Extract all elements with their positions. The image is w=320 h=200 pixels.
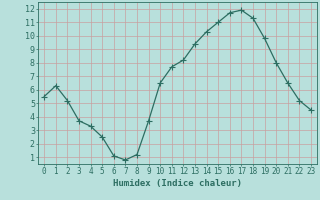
X-axis label: Humidex (Indice chaleur): Humidex (Indice chaleur) [113, 179, 242, 188]
